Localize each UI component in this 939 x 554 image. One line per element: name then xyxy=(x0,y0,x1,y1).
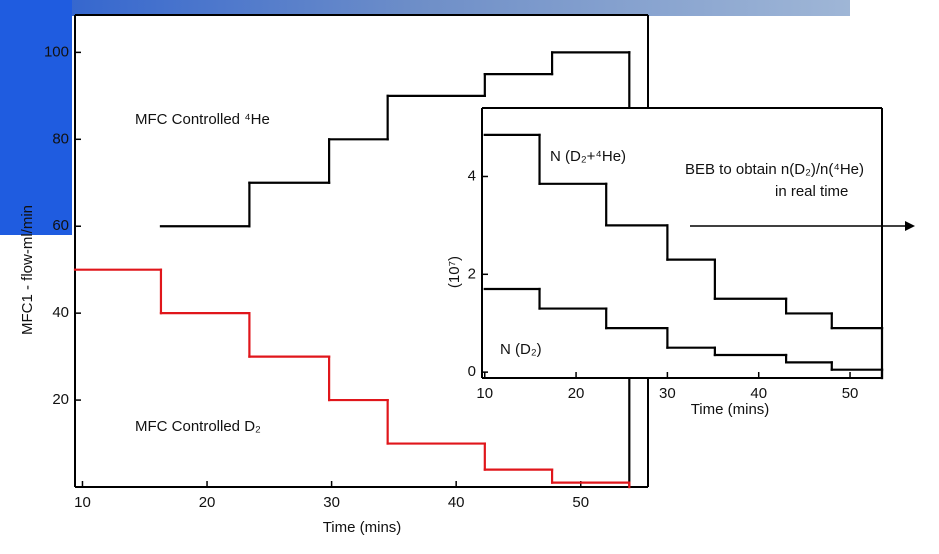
x-tick-label: 20 xyxy=(199,494,216,511)
y-tick-label: 4 xyxy=(468,167,476,184)
side-bar xyxy=(0,0,72,235)
y-tick-label: 60 xyxy=(52,217,69,234)
x-tick-label: 10 xyxy=(74,494,91,511)
x-axis-label: Time (mins) xyxy=(691,401,770,418)
x-tick-label: 30 xyxy=(659,385,676,402)
series-label: N (D₂+⁴He) xyxy=(550,148,626,165)
y-tick-label: 2 xyxy=(468,265,476,282)
series-label: N (D₂) xyxy=(500,341,542,358)
x-axis-label: Time (mins) xyxy=(323,519,402,536)
y-tick-label: 80 xyxy=(52,130,69,147)
annotation: in real time xyxy=(775,183,848,200)
y-tick-label: 40 xyxy=(52,304,69,321)
x-tick-label: 40 xyxy=(448,494,465,511)
series-label: MFC Controlled ⁴He xyxy=(135,111,270,128)
x-tick-label: 10 xyxy=(476,385,493,402)
y-tick-label: 0 xyxy=(468,363,476,380)
series-label: MFC Controlled D₂ xyxy=(135,418,261,435)
arrow-head xyxy=(905,221,915,231)
y-tick-label: 20 xyxy=(52,391,69,408)
x-tick-label: 40 xyxy=(750,385,767,402)
x-tick-label: 50 xyxy=(572,494,589,511)
y-axis-label: (10⁷) xyxy=(446,256,463,288)
header-image xyxy=(0,0,850,16)
x-tick-label: 30 xyxy=(323,494,340,511)
annotation: BEB to obtain n(D₂)/n(⁴He) xyxy=(685,161,864,178)
inset-background xyxy=(482,108,882,378)
x-tick-label: 50 xyxy=(842,385,859,402)
x-tick-label: 20 xyxy=(568,385,585,402)
y-axis-label: MFC1 - flow-ml/min xyxy=(19,205,36,335)
y-tick-label: 100 xyxy=(44,43,69,60)
